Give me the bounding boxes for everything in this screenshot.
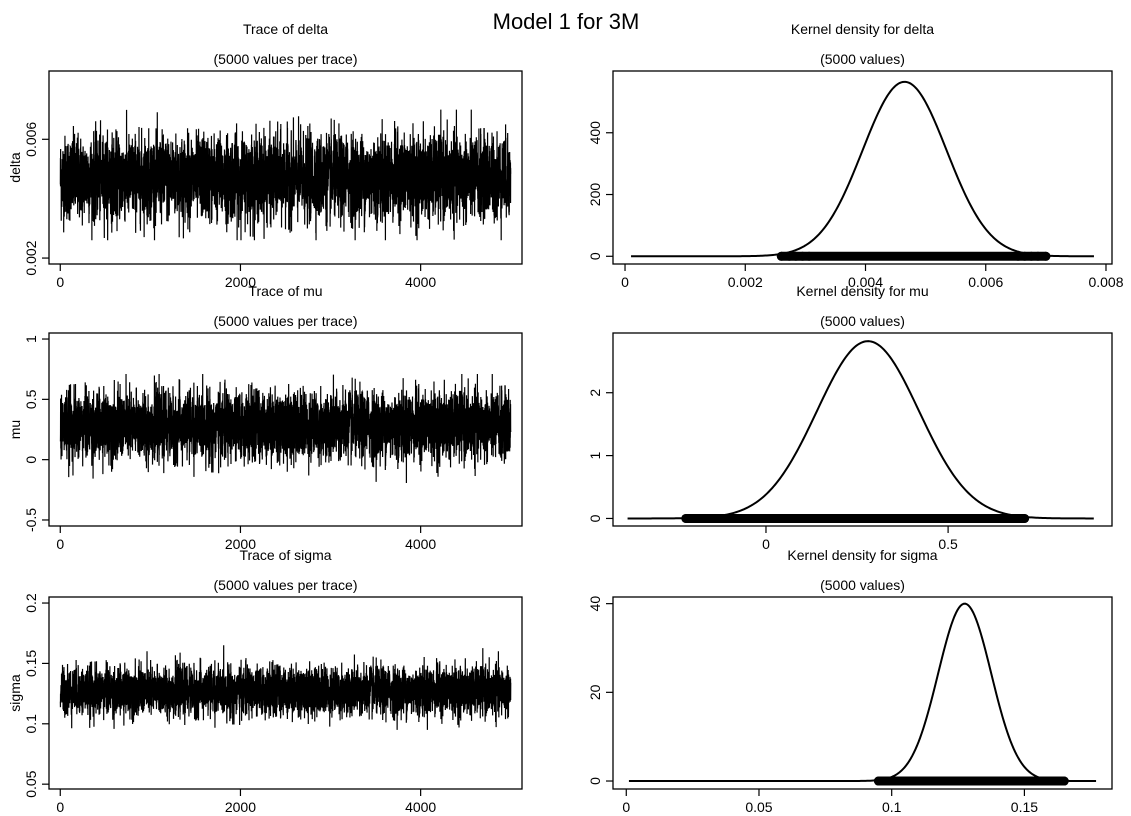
y-tick-label: 400 (587, 121, 603, 145)
trace-line-sigma (59, 645, 512, 730)
panel-subtitle: (5000 values per trace) (214, 577, 358, 593)
x-tick-label: 0 (621, 274, 629, 290)
panel-trace-sigma: Trace of sigma (5000 values per trace) 0 20… (7, 547, 523, 815)
rug-point (1009, 513, 1019, 523)
rug-point-max (1020, 513, 1030, 523)
y-tick-label: 0 (587, 514, 603, 522)
panel-title: Trace of delta (243, 21, 328, 37)
panel-title: Kernel density for sigma (787, 547, 937, 563)
y-axis-label: delta (7, 152, 23, 183)
y-tick-label: 0 (23, 456, 39, 464)
x-tick-label: 2000 (225, 799, 256, 815)
rug-point-min (776, 251, 786, 261)
panel-title: Trace of mu (248, 283, 322, 299)
x-tick-label: 0.15 (1011, 799, 1038, 815)
rug-point-max (1041, 251, 1051, 261)
x-tick-label: 4000 (405, 274, 436, 290)
panel-density-mu: Kernel density for mu (5000 values) 0 0.5 0 1… (587, 283, 1113, 552)
rug-point-min (681, 513, 691, 523)
rug-point (992, 513, 1002, 523)
rug-point (1020, 251, 1030, 261)
rug-point (1026, 251, 1036, 261)
y-axis-label: sigma (7, 674, 23, 712)
x-tick-label: 0.008 (1088, 274, 1123, 290)
rug-point (893, 776, 903, 786)
density-curve-delta (631, 80, 1094, 258)
y-axis-label: mu (7, 420, 23, 439)
y-tick-label: 0.1 (23, 714, 39, 734)
x-tick-label: 0 (762, 536, 770, 552)
x-tick-label: 0 (56, 799, 64, 815)
plot-frame (612, 332, 1113, 527)
y-tick-label: 0.15 (23, 650, 39, 677)
figure-title: Model 1 for 3M (493, 9, 640, 34)
x-tick-label: 0 (56, 536, 64, 552)
y-tick-label: 0.006 (23, 122, 39, 157)
x-tick-label: 0.1 (882, 799, 902, 815)
density-curve-sigma (628, 602, 1097, 783)
plot-frame (612, 596, 1113, 790)
density-curve-mu (627, 340, 1094, 520)
x-tick-label: 0 (622, 799, 630, 815)
panel-density-delta: Kernel density for delta (5000 values) 0 0.… (587, 21, 1124, 290)
y-tick-label: -0.5 (23, 508, 39, 532)
y-tick-label: 0 (587, 777, 603, 785)
rug-point (791, 251, 801, 261)
plot-frame (612, 70, 1113, 265)
rug-point (1040, 776, 1050, 786)
y-tick-label: 0.2 (23, 593, 39, 613)
panel-subtitle: (5000 values) (820, 577, 905, 593)
y-tick-label: 0.5 (23, 389, 39, 409)
rug-point (1001, 513, 1011, 523)
rug-point (691, 513, 701, 523)
x-tick-label: 4000 (405, 536, 436, 552)
x-tick-label: 0 (56, 274, 64, 290)
plot-frame (48, 596, 523, 790)
rug-point (716, 513, 726, 523)
panel-title: Kernel density for delta (791, 21, 934, 37)
rug-point (1013, 251, 1023, 261)
plot-frame (48, 70, 523, 265)
rug-point (784, 251, 794, 261)
y-tick-label: 2 (587, 389, 603, 397)
y-tick-label: 0 (587, 252, 603, 260)
panel-subtitle: (5000 values per trace) (214, 51, 358, 67)
rug-point (1033, 251, 1043, 261)
rug-point (984, 513, 994, 523)
plot-frame (48, 332, 523, 527)
rug-point (699, 513, 709, 523)
rug-point (708, 513, 718, 523)
trace-line-delta (59, 109, 512, 241)
panel-title: Trace of sigma (239, 547, 331, 563)
rug-point (797, 251, 807, 261)
panel-trace-delta: Trace of delta (5000 values per trace) 0 20… (7, 21, 523, 290)
y-tick-label: 40 (587, 596, 603, 612)
y-tick-label: 1 (23, 335, 39, 343)
panel-title: Kernel density for mu (796, 283, 928, 299)
x-tick-label: 4000 (405, 799, 436, 815)
x-tick-label: 0.004 (848, 274, 883, 290)
y-tick-label: 0.002 (23, 240, 39, 275)
y-tick-label: 0.05 (23, 770, 39, 797)
y-tick-label: 20 (587, 684, 603, 700)
y-tick-label: 1 (587, 451, 603, 459)
x-tick-label: 0.5 (938, 536, 958, 552)
panels: Trace of delta(5000 values per trace)0 20… (7, 21, 1124, 815)
x-tick-label: 2000 (225, 536, 256, 552)
panel-trace-mu: Trace of mu (5000 values per trace) 0 2000 4… (7, 283, 523, 552)
x-tick-label: 0.006 (968, 274, 1003, 290)
x-tick-label: 0.05 (745, 799, 772, 815)
rug-point (804, 251, 814, 261)
panel-subtitle: (5000 values) (820, 51, 905, 67)
panel-subtitle: (5000 values) (820, 313, 905, 329)
x-tick-label: 2000 (225, 274, 256, 290)
x-tick-label: 0.002 (728, 274, 763, 290)
panel-subtitle: (5000 values per trace) (214, 313, 358, 329)
y-tick-label: 200 (587, 183, 603, 207)
trace-line-mu (59, 374, 512, 484)
panel-density-sigma: Kernel density for sigma (5000 values) 0 0.… (587, 547, 1113, 815)
